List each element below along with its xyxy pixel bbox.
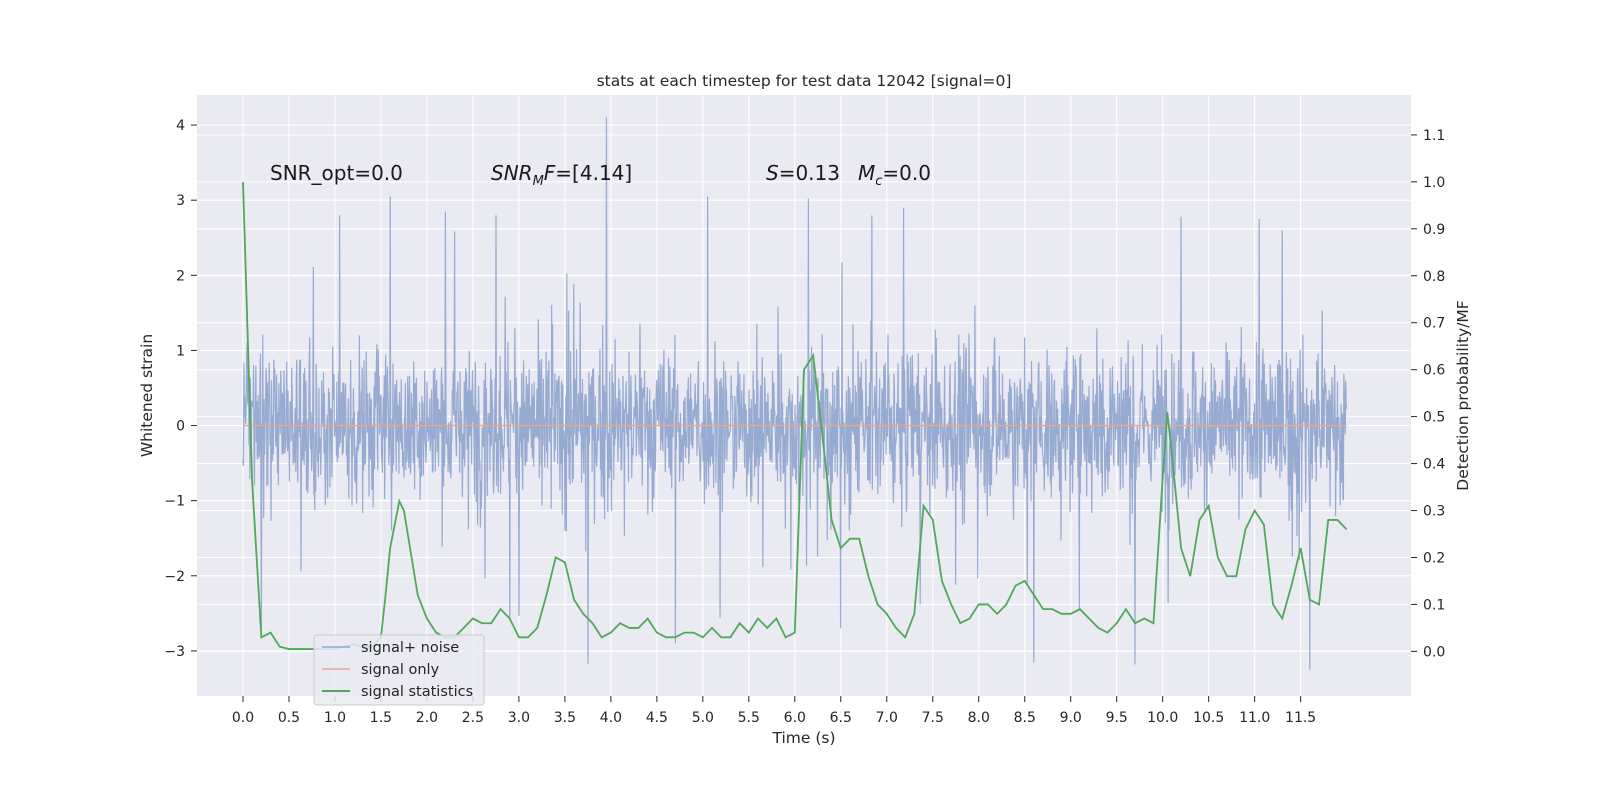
y2-axis-label: Detection probability/MF <box>1454 300 1472 491</box>
x-tick-label: 6.5 <box>830 710 852 726</box>
annotation-stat-mc: Mc=0.0 <box>858 161 931 189</box>
x-tick-label: 8.5 <box>1014 710 1036 726</box>
x-tick-label: 10.5 <box>1193 710 1224 726</box>
y-tick-label: −1 <box>164 494 185 510</box>
y2-tick-label: 0.5 <box>1423 410 1445 426</box>
y-tick-label: 1 <box>176 343 185 359</box>
y2-tick-label: 0.3 <box>1423 504 1445 520</box>
x-tick-label: 7.5 <box>922 710 944 726</box>
x-tick-label: 8.0 <box>968 710 990 726</box>
legend-entry-signal-only: signal only <box>361 662 440 678</box>
y-tick-label: −3 <box>164 644 185 660</box>
y2-tick-label: 0.1 <box>1423 597 1445 613</box>
y2-tick-label: 0.6 <box>1423 363 1445 379</box>
series-signal-statistics-line <box>242 181 1348 650</box>
x-tick-label: 2.0 <box>416 710 438 726</box>
x-tick-label: 4.5 <box>646 710 668 726</box>
x-tick-label: 7.0 <box>876 710 898 726</box>
x-tick-label: 5.5 <box>738 710 760 726</box>
x-tick-label: 1.0 <box>324 710 346 726</box>
y-tick-label: 4 <box>176 118 185 134</box>
y2-tick-label: 0.0 <box>1423 644 1445 660</box>
chart-title: stats at each timestep for test data 120… <box>597 72 1012 90</box>
y2-tick-label: 0.2 <box>1423 550 1445 566</box>
y2-tick-label: 1.0 <box>1423 175 1445 191</box>
x-tick-label: 5.0 <box>692 710 714 726</box>
x-tick-label: 3.0 <box>508 710 530 726</box>
x-tick-label: 9.0 <box>1060 710 1082 726</box>
x-tick-label: 6.0 <box>784 710 806 726</box>
y-tick-label: 2 <box>176 268 185 284</box>
legend-entry-signal-statistics: signal statistics <box>361 684 473 700</box>
y2-tick-label: 0.9 <box>1423 222 1445 238</box>
y2-tick-label: 0.4 <box>1423 457 1445 473</box>
y2-tick-label: 0.7 <box>1423 316 1445 332</box>
annotation-stat-s: S=0.13 <box>766 161 840 185</box>
x-tick-label: 9.5 <box>1106 710 1128 726</box>
x-tick-label: 10.0 <box>1147 710 1178 726</box>
x-tick-label: 1.5 <box>370 710 392 726</box>
legend <box>313 634 485 706</box>
x-tick-label: 2.5 <box>462 710 484 726</box>
x-tick-label: 11.0 <box>1239 710 1270 726</box>
annotation-snr-opt: SNR_opt=0.0 <box>270 161 403 185</box>
y-tick-label: 0 <box>176 419 185 435</box>
x-axis-label: Time (s) <box>771 729 835 747</box>
x-tick-label: 0.0 <box>232 710 254 726</box>
series-signal-noise-line <box>242 117 1348 670</box>
x-tick-label: 3.5 <box>554 710 576 726</box>
y-tick-label: −2 <box>164 569 185 585</box>
y-axis-label: Whitened strain <box>138 334 156 457</box>
legend-entry-signal-noise: signal+ noise <box>361 640 459 656</box>
y-tick-label: 3 <box>176 193 185 209</box>
annotation-snr-mf: SNRMF=[4.14] <box>491 161 632 189</box>
x-tick-label: 11.5 <box>1285 710 1316 726</box>
x-tick-label: 0.5 <box>278 710 300 726</box>
x-tick-label: 4.0 <box>600 710 622 726</box>
y2-tick-label: 0.8 <box>1423 269 1445 285</box>
y2-tick-label: 1.1 <box>1423 128 1445 144</box>
